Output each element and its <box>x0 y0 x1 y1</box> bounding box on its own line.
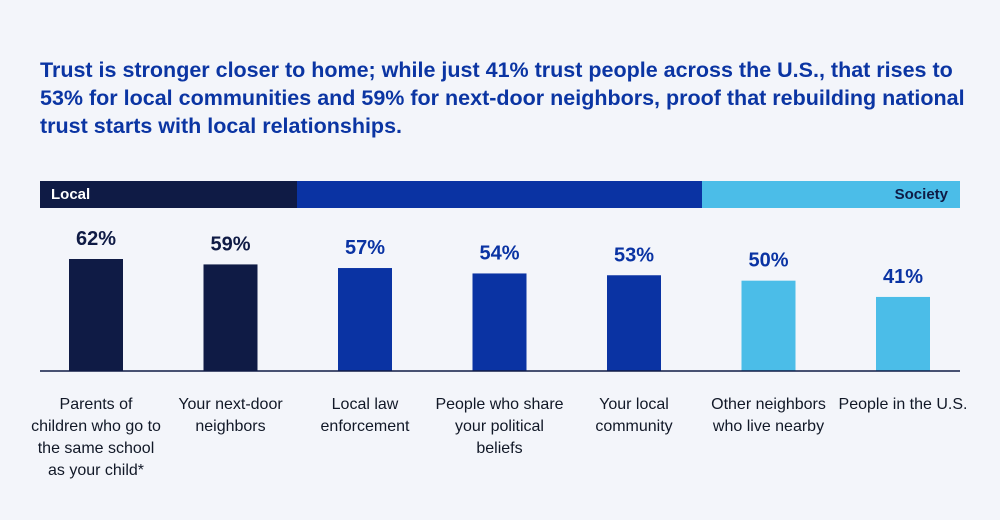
category-label-6: Other neighbors who live nearby <box>711 396 826 435</box>
band-local: Local <box>40 181 297 208</box>
band-society-label: Society <box>894 186 948 203</box>
value-label-6: 50% <box>748 250 788 272</box>
value-label-4: 54% <box>479 242 519 264</box>
bar-4 <box>472 273 527 371</box>
headline: Trust is stronger closer to home; while … <box>40 58 965 138</box>
value-label-1: 62% <box>76 228 116 250</box>
bar-3 <box>338 268 392 371</box>
bar-6 <box>741 280 796 371</box>
band-local-label: Local <box>51 186 91 203</box>
value-label-5: 53% <box>614 244 654 266</box>
bar-7 <box>876 296 930 371</box>
value-label-3: 57% <box>345 237 385 259</box>
bar-1 <box>69 259 123 371</box>
band-middle <box>297 181 702 208</box>
value-label-7: 41% <box>883 266 923 288</box>
category-label-1: Parents of children who go to the same s… <box>31 396 161 479</box>
value-label-2: 59% <box>210 233 250 255</box>
category-label-2: Your next-door neighbors <box>178 396 283 435</box>
bar-chart: 62% 59% 57% 54% 53% 50% 41% <box>40 228 960 372</box>
band-society: Society <box>702 181 960 208</box>
bar-5 <box>607 275 661 371</box>
category-label-3: Local law enforcement <box>320 396 410 435</box>
category-label-4: People who share your political beliefs <box>435 396 564 457</box>
category-label-7: People in the U.S. <box>838 396 968 413</box>
bar-2 <box>203 264 258 371</box>
category-label-5: Your local community <box>595 396 673 435</box>
